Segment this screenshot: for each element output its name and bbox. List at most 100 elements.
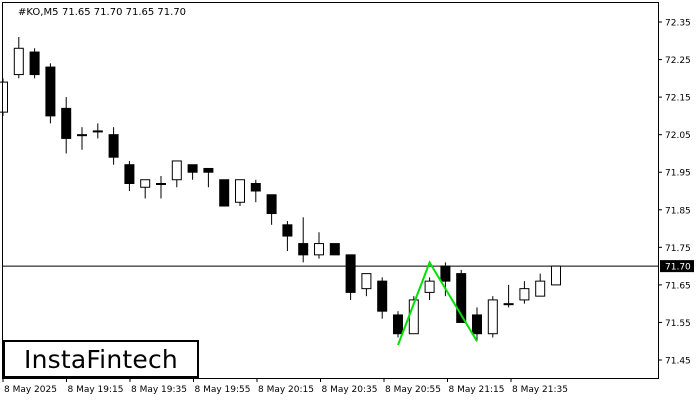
bull-candle-body <box>140 179 151 188</box>
x-tick-label: 8 May 21:35 <box>512 385 568 395</box>
bull-candle-body <box>171 160 182 181</box>
candle <box>361 273 372 297</box>
candle <box>314 232 324 259</box>
candle <box>535 273 546 297</box>
x-tick-label: 8 May 20:35 <box>322 385 378 395</box>
candle <box>393 311 403 338</box>
x-tick-label: 8 May 21:15 <box>449 385 505 395</box>
bear-candle-body <box>472 314 482 335</box>
candle <box>377 277 388 319</box>
y-tick-label: 71.95 <box>665 169 691 179</box>
bear-candle-body <box>377 280 388 312</box>
bull-candle-body <box>503 303 514 306</box>
bear-candle-body <box>203 167 214 173</box>
current-price-line-layer: 71.70 <box>3 260 694 273</box>
double-bottom-pattern <box>397 260 478 346</box>
candle <box>551 265 561 286</box>
y-tick-label: 71.65 <box>665 281 691 291</box>
current-price-label: 71.70 <box>665 263 691 273</box>
y-tick-label: 72.05 <box>665 131 691 141</box>
bear-candle-body <box>108 134 119 158</box>
x-tick-label: 8 May 19:55 <box>195 385 251 395</box>
y-tick-label: 72.35 <box>665 19 691 29</box>
x-tick-label: 8 May 20:15 <box>258 385 314 395</box>
logo-text: InstaFintech <box>24 344 178 374</box>
bear-candle-body <box>329 243 340 256</box>
bull-candle-body <box>424 280 435 293</box>
candle <box>487 296 498 338</box>
candle <box>187 164 198 180</box>
candle <box>13 37 24 79</box>
time-axis: 8 May 2025 8 May 19:15 8 May 19:35 8 May 19… <box>2 378 568 395</box>
candle <box>235 179 245 207</box>
candle <box>424 277 435 300</box>
candles <box>0 37 561 342</box>
y-tick-label: 71.55 <box>665 319 691 329</box>
candle <box>298 217 309 263</box>
candle <box>203 167 214 188</box>
candle <box>92 123 103 139</box>
candle <box>45 63 56 124</box>
bear-candle-body <box>45 66 56 117</box>
candle <box>345 254 356 300</box>
x-tick-label: 8 May 19:15 <box>68 385 124 395</box>
bear-candle-body <box>266 194 277 215</box>
bull-candle-body <box>314 243 324 256</box>
bear-candle-body <box>250 182 261 192</box>
candle <box>29 48 40 79</box>
candle <box>329 243 340 256</box>
bull-candle-body <box>235 179 245 203</box>
y-tick-label: 71.85 <box>665 206 691 216</box>
x-tick-label: 8 May 2025 <box>4 385 57 395</box>
x-tick-label: 8 May 19:35 <box>131 385 187 395</box>
candle <box>519 281 530 304</box>
candle <box>219 179 230 207</box>
candle <box>250 179 261 203</box>
bull-candle-body <box>0 81 8 113</box>
candle <box>266 194 277 225</box>
candle <box>171 160 182 188</box>
bear-candle-body <box>345 254 356 293</box>
y-tick-label: 71.45 <box>665 357 691 367</box>
symbol-label: #KO,M5 <box>18 7 58 18</box>
pattern-line <box>397 260 478 346</box>
bear-candle-body <box>456 273 467 323</box>
bull-candle-body <box>361 273 372 290</box>
bear-candle-body <box>298 243 309 256</box>
candle <box>503 284 514 308</box>
bull-candle-body <box>92 130 103 133</box>
bear-candle-body <box>124 164 135 184</box>
bull-candle-body <box>487 299 498 335</box>
bear-candle-body <box>29 51 40 76</box>
candle <box>124 160 135 191</box>
bear-candle-body <box>219 179 230 207</box>
candle <box>0 78 8 116</box>
ohlc-readout: 71.65 71.70 71.65 71.70 <box>62 7 186 18</box>
bear-candle-body <box>393 314 403 335</box>
y-tick-label: 72.15 <box>665 94 691 104</box>
current-price-marker <box>660 260 694 273</box>
candle <box>140 179 151 199</box>
plot-frame <box>2 2 659 379</box>
candle <box>61 97 72 154</box>
candle <box>472 307 482 342</box>
instafintech-logo: InstaFintech <box>3 340 199 378</box>
bull-candle-body <box>519 288 530 301</box>
bull-candle-body <box>551 265 561 286</box>
bear-candle-body <box>187 164 198 173</box>
candle <box>156 175 166 199</box>
candle <box>77 127 87 150</box>
y-tick-label: 72.25 <box>665 56 691 66</box>
candle <box>282 221 293 252</box>
bull-candle-body <box>535 280 546 297</box>
candle <box>108 127 119 165</box>
y-tick-label: 71.75 <box>665 244 691 254</box>
bull-candle-body <box>13 47 24 76</box>
bear-candle-body <box>440 265 451 282</box>
bull-candle-body <box>77 134 87 137</box>
bear-candle-body <box>282 224 293 237</box>
bear-candle-body <box>61 107 72 139</box>
bull-candle-body <box>156 182 166 185</box>
